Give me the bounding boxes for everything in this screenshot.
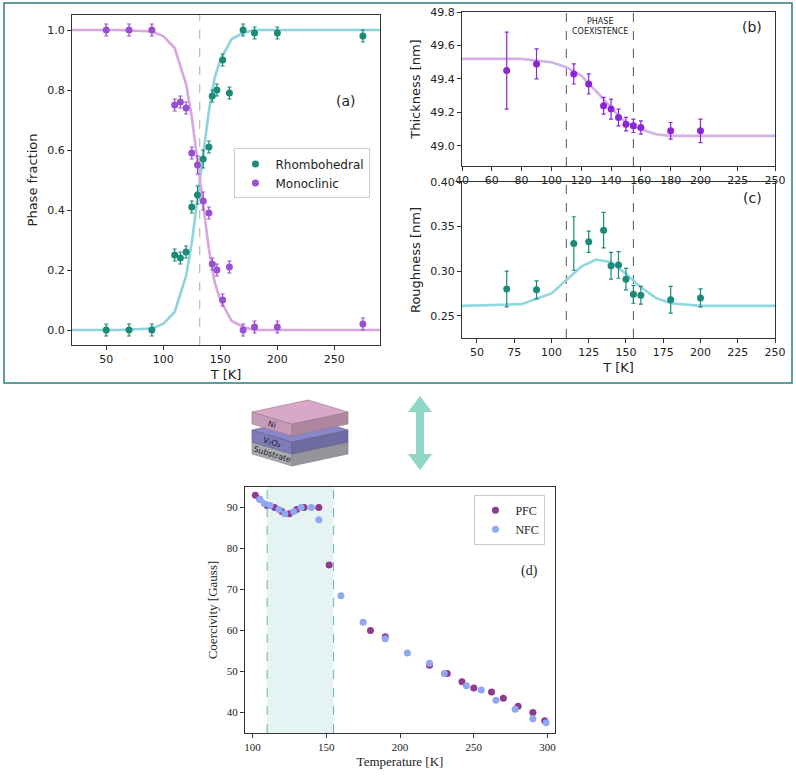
svg-text:Thickness [nm]: Thickness [nm]: [408, 39, 423, 139]
svg-text:PHASECOEXISTENCE: PHASECOEXISTENCE: [572, 17, 628, 36]
svg-text:Temperature [K]: Temperature [K]: [357, 754, 444, 769]
svg-text:80: 80: [515, 174, 529, 187]
svg-text:T [K]: T [K]: [210, 367, 242, 382]
svg-text:49.6: 49.6: [430, 39, 455, 52]
svg-text:80: 80: [227, 542, 239, 554]
svg-text:(a): (a): [336, 93, 356, 109]
svg-text:100: 100: [153, 353, 174, 366]
svg-text:1.0: 1.0: [47, 24, 65, 37]
svg-text:PFC: PFC: [515, 504, 536, 518]
svg-text:49.2: 49.2: [430, 106, 455, 119]
svg-text:90: 90: [227, 501, 239, 513]
svg-text:250: 250: [765, 346, 786, 359]
svg-text:75: 75: [507, 346, 521, 359]
svg-text:200: 200: [392, 741, 409, 753]
svg-text:140: 140: [601, 174, 622, 187]
svg-text:49.0: 49.0: [430, 140, 455, 153]
svg-text:100: 100: [244, 741, 261, 753]
svg-text:225: 225: [727, 346, 748, 359]
svg-text:49.4: 49.4: [430, 73, 455, 86]
svg-text:Roughness [nm]: Roughness [nm]: [408, 207, 423, 313]
svg-text:49.8: 49.8: [430, 6, 455, 19]
svg-text:40: 40: [455, 174, 469, 187]
svg-text:0.0: 0.0: [47, 324, 65, 337]
svg-text:200: 200: [690, 346, 711, 359]
svg-text:0.30: 0.30: [430, 265, 455, 278]
svg-text:200: 200: [690, 174, 711, 187]
svg-text:0.35: 0.35: [430, 220, 455, 233]
svg-text:200: 200: [267, 353, 288, 366]
svg-text:(b): (b): [742, 19, 762, 35]
svg-text:100: 100: [541, 174, 562, 187]
svg-text:0.6: 0.6: [47, 144, 65, 157]
svg-text:0.8: 0.8: [47, 84, 65, 97]
svg-text:300: 300: [539, 741, 556, 753]
svg-text:60: 60: [485, 174, 499, 187]
svg-text:Rhombohedral: Rhombohedral: [275, 158, 363, 172]
svg-text:Monoclinic: Monoclinic: [275, 177, 338, 191]
svg-text:Ni: Ni: [267, 419, 277, 430]
svg-text:0.2: 0.2: [47, 264, 65, 277]
svg-text:250: 250: [765, 174, 786, 187]
svg-text:V₂O₃: V₂O₃: [262, 436, 282, 450]
svg-text:T [K]: T [K]: [602, 360, 634, 375]
svg-text:225: 225: [727, 174, 748, 187]
svg-text:0.4: 0.4: [47, 204, 65, 217]
svg-text:125: 125: [578, 346, 599, 359]
svg-text:50: 50: [470, 346, 484, 359]
svg-text:(d): (d): [521, 563, 538, 579]
svg-text:0.40: 0.40: [430, 176, 455, 189]
svg-text:250: 250: [324, 353, 345, 366]
svg-text:(c): (c): [743, 190, 762, 206]
svg-text:40: 40: [227, 706, 239, 718]
svg-text:250: 250: [466, 741, 483, 753]
svg-text:50: 50: [227, 665, 239, 677]
svg-text:120: 120: [571, 174, 592, 187]
svg-text:NFC: NFC: [515, 523, 538, 537]
svg-text:180: 180: [660, 174, 681, 187]
svg-text:Phase fraction: Phase fraction: [25, 134, 40, 227]
svg-text:50: 50: [99, 353, 113, 366]
svg-text:0.25: 0.25: [430, 310, 455, 323]
svg-text:175: 175: [653, 346, 674, 359]
svg-text:Coercivity [Gauss]: Coercivity [Gauss]: [205, 561, 220, 660]
svg-text:100: 100: [541, 346, 562, 359]
svg-text:150: 150: [210, 353, 231, 366]
svg-text:160: 160: [630, 174, 651, 187]
svg-text:150: 150: [615, 346, 636, 359]
svg-text:60: 60: [227, 624, 239, 636]
svg-text:70: 70: [227, 583, 239, 595]
svg-text:150: 150: [318, 741, 335, 753]
svg-text:Substrate: Substrate: [252, 445, 292, 465]
